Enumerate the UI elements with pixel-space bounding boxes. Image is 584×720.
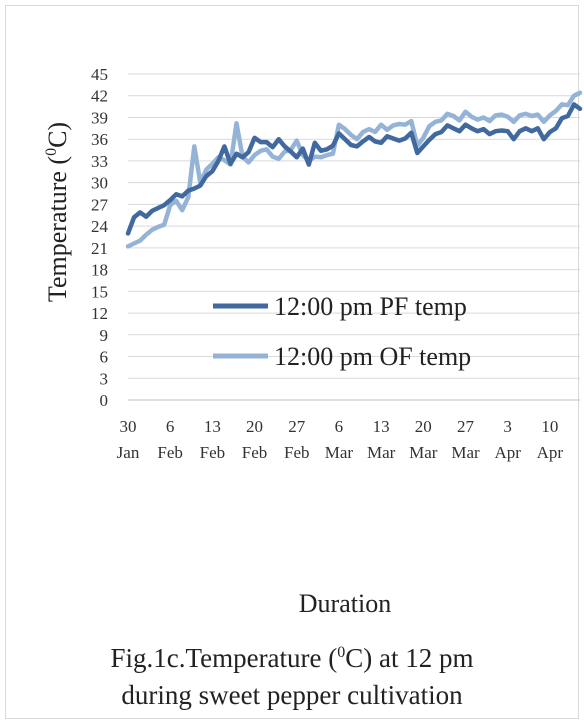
- y-tick-label: 9: [100, 326, 109, 345]
- x-tick-label-month: Jan: [117, 443, 140, 462]
- y-tick-label: 42: [91, 87, 108, 106]
- y-tick-label: 6: [100, 348, 109, 367]
- x-tick-label-day: 30: [120, 417, 137, 436]
- x-tick-label-month: Feb: [200, 443, 226, 462]
- x-axis-title: Duration: [299, 589, 391, 618]
- x-tick-label-month: Apr: [494, 443, 521, 462]
- y-tick-label: 39: [91, 108, 108, 127]
- x-tick-label-month: Mar: [367, 443, 396, 462]
- x-tick-label-month: Mar: [325, 443, 354, 462]
- series-line-1: [125, 90, 583, 249]
- legend-label: 12:00 pm PF temp: [274, 292, 467, 321]
- x-tick-label-day: 10: [541, 417, 558, 436]
- x-tick-label-day: 13: [204, 417, 221, 436]
- y-tick-label: 15: [91, 282, 108, 301]
- gridlines: [128, 73, 580, 401]
- x-tick-label-day: 27: [288, 417, 306, 436]
- y-tick-label: 27: [91, 195, 109, 214]
- caption-line-1: Fig.1c.Temperature (0C) at 12 pm: [110, 643, 474, 673]
- x-tick-label-day: 20: [246, 417, 263, 436]
- caption-line-2: during sweet pepper cultivation: [121, 680, 463, 710]
- chart-frame: [5, 5, 579, 719]
- series-line-0: [125, 102, 583, 236]
- y-tick-label: 0: [100, 391, 109, 410]
- x-tick-label-month: Feb: [242, 443, 268, 462]
- x-tick-label-month: Apr: [537, 443, 564, 462]
- y-tick-label: 18: [91, 261, 108, 280]
- x-tick-label-day: 27: [457, 417, 475, 436]
- x-tick-label-day: 6: [166, 417, 175, 436]
- x-tick-label-day: 20: [415, 417, 432, 436]
- legend: 12:00 pm PF temp 12:00 pm OF temp: [213, 292, 471, 371]
- x-tick-label-month: Mar: [409, 443, 438, 462]
- figure-caption: Fig.1c.Temperature (0C) at 12 pm during …: [0, 640, 584, 714]
- y-tick-label: 24: [91, 217, 109, 236]
- y-tick-label: 12: [91, 304, 108, 323]
- y-tick-label: 36: [91, 130, 108, 149]
- y-tick-label: 45: [91, 65, 108, 84]
- y-tick-label: 33: [91, 152, 108, 171]
- x-tick-label-month: Mar: [451, 443, 480, 462]
- y-axis-title: Temperature (0C): [43, 122, 72, 302]
- y-tick-label: 30: [91, 174, 108, 193]
- x-tick-label-day: 3: [503, 417, 512, 436]
- legend-label: 12:00 pm OF temp: [274, 342, 471, 371]
- x-tick-label-day: 13: [373, 417, 390, 436]
- x-tick-label-day: 6: [335, 417, 344, 436]
- x-tick-label-month: Feb: [157, 443, 183, 462]
- x-axis-ticks: 30 Jan 6 Feb 13 Feb 20 Feb 27 Feb 6 Mar 13 Mar 20 Mar 27…: [117, 417, 564, 462]
- y-tick-label: 21: [91, 239, 108, 258]
- y-tick-label: 3: [100, 369, 109, 388]
- series-lines: [125, 90, 583, 249]
- x-tick-label-month: Feb: [284, 443, 310, 462]
